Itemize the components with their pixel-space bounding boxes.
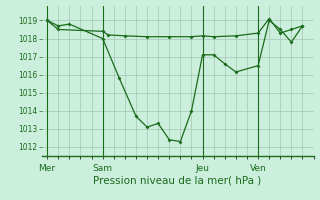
X-axis label: Pression niveau de la mer( hPa ): Pression niveau de la mer( hPa ) <box>93 175 262 185</box>
